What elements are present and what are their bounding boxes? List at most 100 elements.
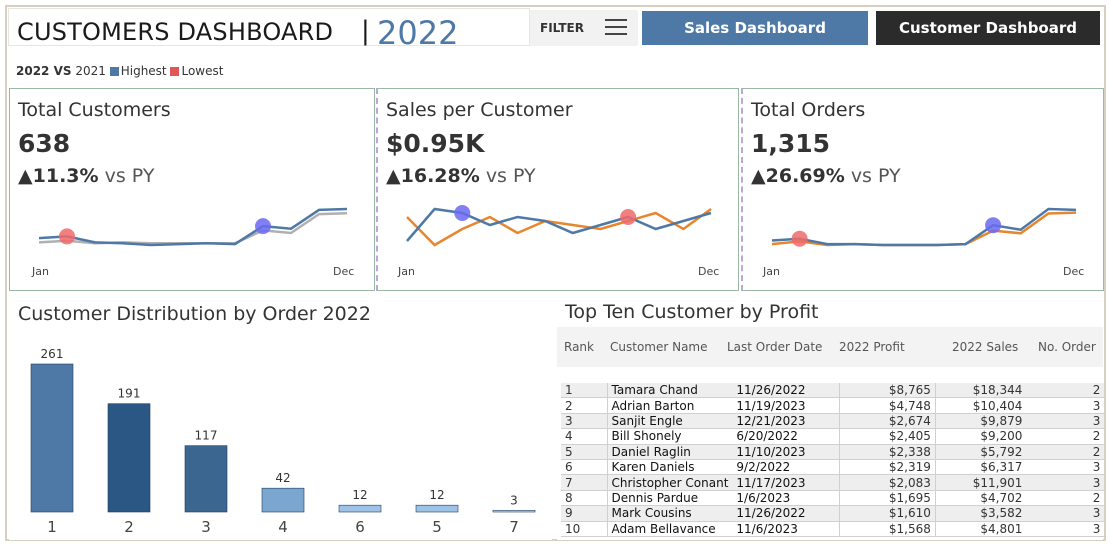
cell-no-order: 3 — [1026, 413, 1105, 430]
kpi-change: ▲16.28% vs PY — [386, 165, 536, 187]
cell-no-order: 3 — [1026, 459, 1105, 476]
cell-rank: 10 — [561, 521, 608, 537]
cell-last-order-date: 11/19/2023 — [732, 397, 840, 414]
column-header-rank[interactable]: Rank — [564, 340, 594, 354]
cell-no-order: 3 — [1026, 505, 1105, 522]
bar — [338, 504, 382, 513]
axis-start-label: Jan — [32, 265, 49, 278]
axis-end-label: Dec — [698, 265, 720, 278]
title-separator: | — [361, 16, 370, 46]
sparkline — [406, 205, 712, 247]
cell-profit: $2,319 — [839, 459, 936, 476]
cell-profit: $2,405 — [839, 428, 936, 445]
kpi-change-pct: 11.3% — [32, 165, 99, 187]
table-row[interactable]: 5 Daniel Raglin 11/10/2023 $2,338 $5,792 2 — [561, 444, 1105, 460]
cell-sales: $9,200 — [935, 428, 1027, 445]
kpi-change-pct: 26.69% — [765, 165, 845, 187]
cell-no-order: 3 — [1026, 521, 1105, 537]
cell-customer-name: Mark Cousins — [607, 505, 733, 522]
kpi-vs-label: vs PY — [104, 165, 155, 187]
x-tick-label: 1 — [47, 518, 57, 536]
cell-customer-name: Adam Bellavance — [607, 521, 733, 537]
table-row[interactable]: 9 Mark Cousins 11/26/2022 $1,610 $3,582 3 — [561, 505, 1105, 522]
title-year: 2022 — [377, 14, 459, 52]
title-box: CUSTOMERS DASHBOARD | 2022 — [8, 8, 530, 52]
sparkline-previous-year — [771, 211, 1077, 247]
data-label: 191 — [118, 387, 141, 401]
kpi-change-pct: 16.28% — [400, 165, 480, 187]
data-label: 12 — [352, 488, 367, 502]
top-ten-title: Top Ten Customer by Profit — [565, 301, 819, 323]
sparkline-current-year — [38, 207, 348, 247]
table-row[interactable]: 7 Christopher Conant 11/17/2023 $2,083 $11,9… — [561, 474, 1105, 491]
axis-start-label: Jan — [398, 265, 415, 278]
customer-dashboard-button[interactable]: Customer Dashboard — [876, 11, 1100, 45]
axis-end-label: Dec — [1063, 265, 1085, 278]
cell-last-order-date: 9/2/2022 — [732, 459, 840, 476]
kpi-title: Total Customers — [18, 99, 171, 121]
kpi-card-sales-per-customer: Sales per Customer $0.95K ▲16.28% vs PY … — [376, 88, 739, 291]
table-row[interactable]: 6 Karen Daniels 9/2/2022 $2,319 $6,317 3 — [561, 459, 1105, 476]
sparkline — [38, 207, 348, 247]
table-row[interactable]: 4 Bill Shonely 6/20/2022 $2,405 $9,200 2 — [561, 428, 1105, 445]
cell-rank: 7 — [561, 474, 608, 491]
x-tick-label: 7 — [509, 518, 519, 536]
x-tick-label: 6 — [355, 518, 365, 536]
cell-rank: 6 — [561, 459, 608, 476]
filter-panel: FILTER — [530, 10, 638, 46]
highest-marker — [454, 205, 471, 221]
cell-last-order-date: 11/26/2022 — [732, 383, 840, 399]
table-row[interactable]: 1 Tamara Chand 11/26/2022 $8,765 $18,344 2 — [561, 383, 1105, 399]
menu-icon[interactable] — [604, 18, 628, 36]
cell-last-order-date: 11/6/2023 — [732, 521, 840, 537]
legend-current-year: 2022 VS — [16, 64, 72, 78]
sparkline-previous-year — [406, 207, 712, 247]
up-arrow-icon: ▲ — [386, 165, 401, 187]
kpi-value: 1,315 — [751, 129, 831, 158]
table-row[interactable]: 10 Adam Bellavance 11/6/2023 $1,568 $4,801 3 — [561, 521, 1105, 537]
cell-customer-name: Daniel Raglin — [607, 444, 733, 460]
cell-no-order: 3 — [1026, 397, 1105, 414]
lowest-marker — [59, 228, 75, 245]
lowest-marker — [791, 230, 808, 247]
cell-sales: $4,702 — [935, 490, 1027, 507]
cell-last-order-date: 11/10/2023 — [732, 444, 840, 460]
x-tick-label: 4 — [278, 518, 288, 536]
legend-lowest-swatch — [170, 67, 180, 76]
kpi-title: Sales per Customer — [386, 99, 573, 121]
legend-highest-swatch — [109, 67, 119, 76]
x-tick-label: 3 — [201, 518, 211, 536]
distribution-title: Customer Distribution by Order 2022 — [18, 303, 371, 325]
sparkline — [771, 207, 1077, 247]
kpi-value: $0.95K — [386, 129, 485, 158]
kpi-value: 638 — [18, 129, 71, 158]
customer-distribution-panel: Customer Distribution by Order 2022 261 1… — [9, 294, 552, 540]
cell-profit: $8,765 — [839, 383, 936, 399]
top-ten-table: 1 Tamara Chand 11/26/2022 $8,765 $18,344 2 2 Ad… — [561, 383, 1105, 537]
data-label: 261 — [41, 347, 64, 361]
column-header-profit[interactable]: 2022 Profit — [839, 340, 905, 354]
cell-last-order-date: 12/21/2023 — [732, 413, 840, 430]
cell-sales: $11,901 — [935, 474, 1027, 491]
highest-marker — [255, 218, 271, 235]
cell-rank: 2 — [561, 397, 608, 414]
column-header-sales[interactable]: 2022 Sales — [952, 340, 1019, 354]
sales-dashboard-button[interactable]: Sales Dashboard — [642, 11, 868, 45]
column-header-no-order[interactable]: No. Order — [1038, 340, 1096, 354]
kpi-vs-label: vs PY — [850, 165, 901, 187]
table-row[interactable]: 2 Adrian Barton 11/19/2023 $4,748 $10,404 3 — [561, 397, 1105, 414]
top-ten-title-bar — [557, 294, 1103, 327]
sparkline-current-year — [771, 207, 1077, 247]
cell-profit: $1,695 — [839, 490, 936, 507]
cell-rank: 1 — [561, 383, 608, 399]
cell-rank: 8 — [561, 490, 608, 507]
table-row[interactable]: 3 Sanjit Engle 12/21/2023 $2,674 $9,879 3 — [561, 413, 1105, 430]
cell-rank: 3 — [561, 413, 608, 430]
table-row[interactable]: 8 Dennis Pardue 1/6/2023 $1,695 $4,702 2 — [561, 490, 1105, 507]
sparkline-previous-year — [38, 212, 348, 245]
kpi-change: ▲26.69% vs PY — [751, 165, 901, 187]
column-header-last-order-date[interactable]: Last Order Date — [727, 340, 823, 354]
column-header-customer-name[interactable]: Customer Name — [610, 340, 708, 354]
legend-highest: Highest — [120, 64, 167, 78]
data-label: 117 — [195, 429, 218, 443]
